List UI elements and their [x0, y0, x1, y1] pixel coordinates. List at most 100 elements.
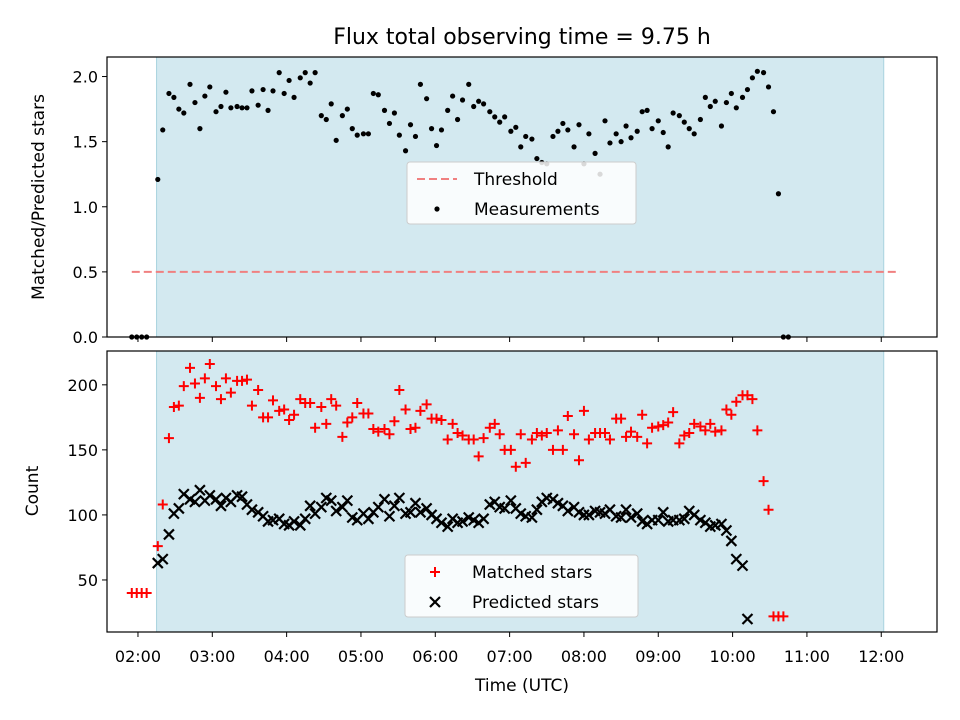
measurement-point [276, 70, 282, 76]
matched-stars-point [520, 457, 531, 468]
x-tick-label: 04:00 [264, 647, 310, 666]
matched-stars-point [436, 414, 447, 425]
predicted-stars-point [652, 514, 665, 526]
predicted-stars-point [477, 513, 490, 525]
matched-stars-point [541, 427, 552, 438]
measurement-point [676, 113, 682, 119]
measurement-point [480, 101, 487, 107]
legend-box [406, 161, 637, 225]
predicted-stars-point [383, 510, 396, 522]
predicted-stars-point [456, 515, 469, 528]
measurement-point [686, 126, 692, 132]
measurement-point [223, 89, 229, 95]
bottom-axes: 50 100 150 200 02:00 03:00 04:00 05:00 06:00 07:0… [67, 350, 938, 666]
predicted-stars-point [163, 528, 175, 541]
matched-stars-point [642, 438, 653, 449]
matched-stars-point [632, 431, 643, 442]
measurement-point [239, 105, 245, 111]
measurement-point [244, 105, 250, 111]
x-tick-label: 05:00 [338, 647, 384, 666]
matched-stars-point [747, 394, 758, 405]
predicted-stars-point [720, 524, 733, 537]
predicted-stars-point [215, 500, 227, 512]
measurement-point [565, 127, 571, 133]
matched-stars-point [689, 418, 700, 429]
y-tick-label: 2.0 [73, 68, 98, 87]
measurement-point [749, 75, 756, 81]
x-tick-label: 03:00 [189, 647, 235, 666]
measurement-point [445, 107, 451, 113]
predicted-stars-point [299, 513, 311, 525]
matched-stars-point [215, 394, 226, 405]
matched-stars-point [763, 504, 774, 515]
measurement-point [623, 123, 629, 129]
matched-stars-point [326, 394, 337, 405]
matched-stars-point [305, 398, 316, 409]
matched-stars-point [583, 434, 594, 445]
predicted-stars-point [657, 506, 670, 519]
measurement-point [160, 127, 166, 133]
matched-stars-point [526, 434, 537, 445]
matched-stars-point [647, 422, 658, 433]
predicted-stars-point [615, 511, 627, 524]
measurement-point [576, 122, 582, 128]
measurement-point [407, 122, 414, 128]
y-tick-label: 0.5 [73, 263, 98, 282]
measurement-point [438, 127, 445, 133]
matched-stars-point [279, 404, 290, 415]
measurement-point [360, 131, 367, 137]
measurement-point [502, 114, 508, 120]
matched-stars-point [431, 413, 442, 424]
measurement-point [381, 107, 388, 113]
matched-stars-point [557, 444, 568, 455]
legend-predicted-swatch [429, 596, 441, 608]
matched-stars-point [726, 409, 737, 420]
measurement-point [291, 94, 297, 100]
matched-stars-point [473, 451, 484, 462]
predicted-stars-point [388, 500, 401, 512]
predicted-stars-point [435, 516, 448, 529]
measurement-point [328, 101, 334, 107]
measurement-point [649, 126, 655, 132]
measurement-point [365, 131, 371, 137]
measurement-point [607, 140, 613, 146]
matched-stars-point [668, 407, 679, 418]
measurement-point [665, 144, 671, 150]
y-tick-label: 0.0 [73, 328, 98, 347]
matched-stars-point [321, 418, 332, 429]
axes-frame [106, 350, 938, 633]
measurement-point [691, 131, 697, 137]
measurement-point [424, 96, 430, 102]
measurement-point [702, 94, 708, 100]
measurement-point [618, 139, 624, 145]
measurement-point [550, 133, 556, 140]
matched-stars-point [621, 431, 632, 442]
matched-stars-point [225, 387, 236, 398]
measurement-point [639, 109, 645, 115]
measurement-point [592, 150, 598, 156]
measurement-point [417, 81, 424, 87]
matched-stars-point [626, 426, 637, 437]
measurement-point [655, 118, 661, 124]
matched-stars-point [268, 395, 278, 406]
measurement-point [513, 124, 519, 130]
measurement-point [728, 90, 734, 97]
measurement-point [560, 120, 566, 127]
measurement-point [202, 93, 208, 99]
x-tick-label: 07:00 [487, 647, 533, 666]
matched-stars-point [363, 408, 374, 419]
matched-stars-point [489, 418, 500, 429]
legend-box [404, 554, 639, 618]
measurement-point [354, 132, 360, 138]
chart-title: Flux total observing time = 9.75 h [333, 25, 711, 50]
measurement-point [255, 102, 261, 108]
matched-stars-point [241, 374, 252, 385]
measurement-point [171, 94, 177, 100]
measurement-point [518, 144, 524, 150]
matched-stars-point [674, 438, 685, 449]
matched-stars-point [163, 433, 174, 444]
measurement-point [286, 77, 292, 84]
measurement-point [302, 70, 308, 76]
matched-stars-point [421, 399, 432, 410]
matched-stars-point [310, 422, 321, 433]
